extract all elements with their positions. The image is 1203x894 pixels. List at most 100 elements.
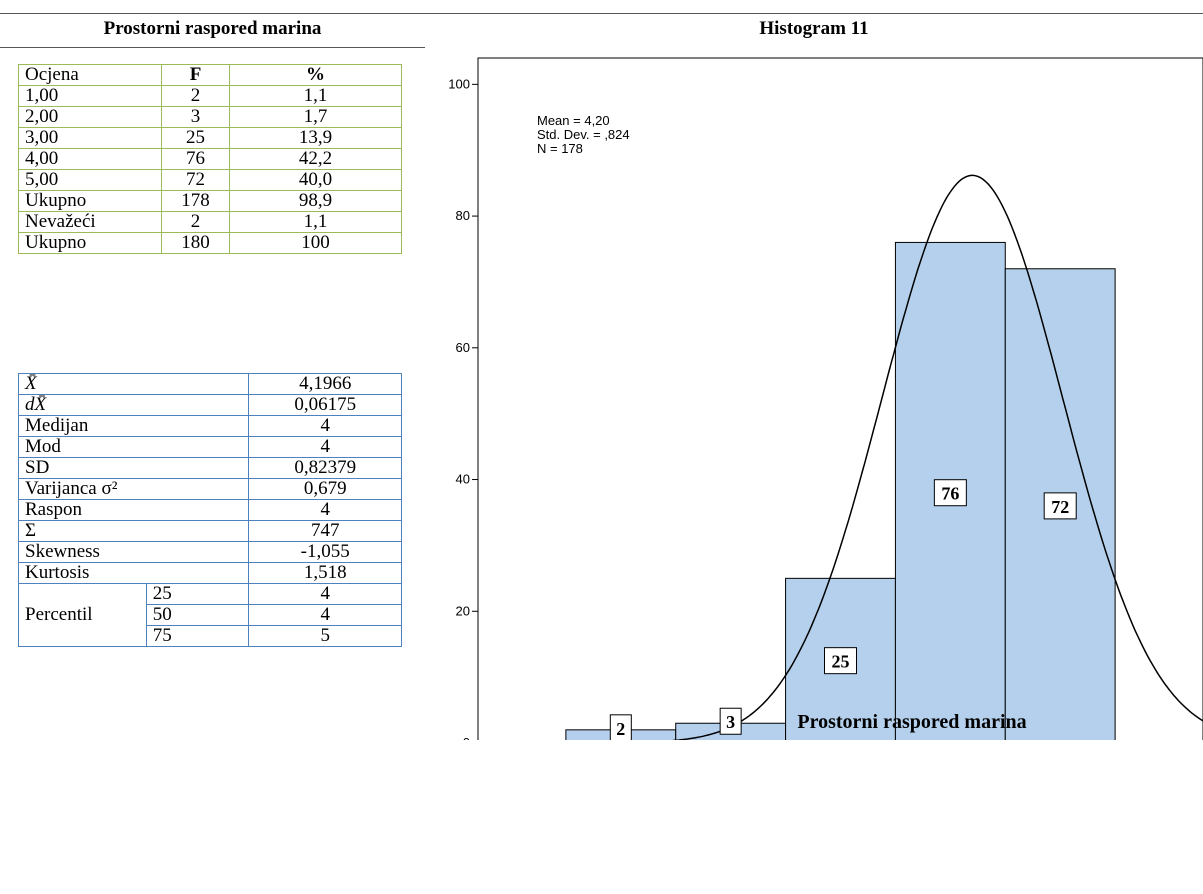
table-row: 4,00 76 42,2 xyxy=(18,148,402,170)
frequency-cell: 180 xyxy=(161,232,230,254)
data-label: 3 xyxy=(726,712,735,732)
grade-cell: Ukupno xyxy=(18,190,162,212)
percent-cell: 98,9 xyxy=(229,190,402,212)
percentile-rank: 25 xyxy=(145,583,250,605)
right-header-rule-top xyxy=(425,13,1203,14)
y-tick-label: 40 xyxy=(456,472,470,487)
stat-value: 0,679 xyxy=(248,478,402,500)
left-header: Prostorni raspored marina xyxy=(103,18,322,39)
header-cell: Ocjena xyxy=(18,64,162,86)
stat-label: Skewness xyxy=(17,541,250,563)
stat-value: 747 xyxy=(248,520,402,542)
stat-value: 0,82379 xyxy=(248,457,402,479)
grade-cell: Ukupno xyxy=(18,232,162,254)
stat-value: 4 xyxy=(248,499,402,521)
stat-value: -1,055 xyxy=(248,541,402,563)
grade-cell: 1,00 xyxy=(18,85,162,107)
table-row: Ukupno 178 98,9 xyxy=(18,190,402,212)
table-row: dX̄ 0,06175 xyxy=(17,394,402,416)
frequency-cell: 72 xyxy=(161,169,230,191)
frequency-cell: 3 xyxy=(161,106,230,128)
percent-cell: 40,0 xyxy=(229,169,402,191)
plot-area: 23257672020406080100,001,002,003,004,005… xyxy=(448,57,1203,740)
frequency-cell: 25 xyxy=(161,127,230,149)
right-header: Histogram 11 xyxy=(759,18,869,39)
left-header-rule-bottom xyxy=(0,47,425,48)
data-label-box xyxy=(719,707,742,735)
data-label-box xyxy=(1043,492,1077,520)
percent-cell: 1,1 xyxy=(229,85,402,107)
stats-box-sd: Std. Dev. = ,824 xyxy=(537,127,630,142)
grade-cell: 5,00 xyxy=(18,169,162,191)
data-label-box xyxy=(933,479,967,507)
frequency-cell: 2 xyxy=(161,211,230,233)
table-row: Raspon 4 xyxy=(17,499,402,521)
y-tick-label: 60 xyxy=(456,340,470,355)
grade-cell: 4,00 xyxy=(18,148,162,170)
left-header-rule-top xyxy=(0,13,425,14)
stat-label: Mod xyxy=(17,436,250,458)
stats-box-mean: Mean = 4,20 xyxy=(537,113,610,128)
stat-value: 4 xyxy=(248,415,402,437)
stats-box-n: N = 178 xyxy=(537,141,583,156)
table-row: Kurtosis 1,518 xyxy=(17,562,402,584)
grade-cell: Nevažeći xyxy=(18,211,162,233)
table-row: 2,00 3 1,7 xyxy=(18,106,402,128)
frequency-cell: 178 xyxy=(161,190,230,212)
stat-label: X̄ xyxy=(17,373,250,395)
table-row: Ukupno 180 100 xyxy=(18,232,402,254)
table-row: Varijanca σ² 0,679 xyxy=(17,478,402,500)
stat-value: 4,1966 xyxy=(248,373,402,395)
stat-label: Σ xyxy=(17,520,250,542)
x-axis-title: Prostorni raspored marina xyxy=(797,711,1026,733)
percent-cell: 1,1 xyxy=(229,211,402,233)
y-tick-label: 0 xyxy=(463,735,470,740)
stat-value: 1,518 xyxy=(248,562,402,584)
percentile-value: 4 xyxy=(248,604,402,626)
stat-value: 4 xyxy=(248,436,402,458)
percent-cell: 42,2 xyxy=(229,148,402,170)
percentile-rank: 75 xyxy=(145,625,250,647)
table-row: X̄ 4,1966 xyxy=(17,373,402,395)
frequency-cell: 76 xyxy=(161,148,230,170)
table-row: Percentil 25 4 xyxy=(18,583,402,647)
header-cell: % xyxy=(229,64,402,86)
data-label: 72 xyxy=(1051,497,1069,517)
data-label-box xyxy=(824,647,857,675)
table-row: 1,00 2 1,1 xyxy=(18,85,402,107)
normal-curve xyxy=(670,174,1203,740)
percentile-value: 4 xyxy=(248,583,402,605)
histogram-chart: 23257672020406080100,001,002,003,004,005… xyxy=(448,57,1203,740)
stat-label: dX̄ xyxy=(17,394,250,416)
data-label-box xyxy=(609,714,632,740)
statistics-table: X̄ 4,1966 dX̄ 0,06175 Medijan 4 Mod 4 SD… xyxy=(17,373,402,647)
table-row: Nevažeći 2 1,1 xyxy=(18,211,402,233)
frequency-cell: 2 xyxy=(161,85,230,107)
stat-label: Kurtosis xyxy=(17,562,250,584)
grade-cell: 3,00 xyxy=(18,127,162,149)
stat-label: SD xyxy=(17,457,250,479)
header-cell: F xyxy=(161,64,230,86)
y-tick-label: 100 xyxy=(448,76,470,91)
percent-cell: 1,7 xyxy=(229,106,402,128)
table-row: Skewness -1,055 xyxy=(17,541,402,563)
frequency-table-header-row: Ocjena F % xyxy=(18,64,402,86)
y-tick-label: 80 xyxy=(456,208,470,223)
table-row: SD 0,82379 xyxy=(17,457,402,479)
grade-cell: 2,00 xyxy=(18,106,162,128)
data-label: 2 xyxy=(616,719,625,739)
stat-label: Raspon xyxy=(17,499,250,521)
percent-cell: 13,9 xyxy=(229,127,402,149)
percentile-label: Percentil xyxy=(18,583,147,647)
percentile-value: 5 xyxy=(248,625,402,647)
percentile-rank: 50 xyxy=(145,604,250,626)
table-row: Mod 4 xyxy=(17,436,402,458)
table-row: Σ 747 xyxy=(17,520,402,542)
stat-value: 0,06175 xyxy=(248,394,402,416)
y-tick-label: 20 xyxy=(456,603,470,618)
stat-label: Medijan xyxy=(17,415,250,437)
table-row: 5,00 72 40,0 xyxy=(18,169,402,191)
data-label: 76 xyxy=(941,484,959,504)
table-row: Medijan 4 xyxy=(17,415,402,437)
data-label: 25 xyxy=(832,652,850,672)
